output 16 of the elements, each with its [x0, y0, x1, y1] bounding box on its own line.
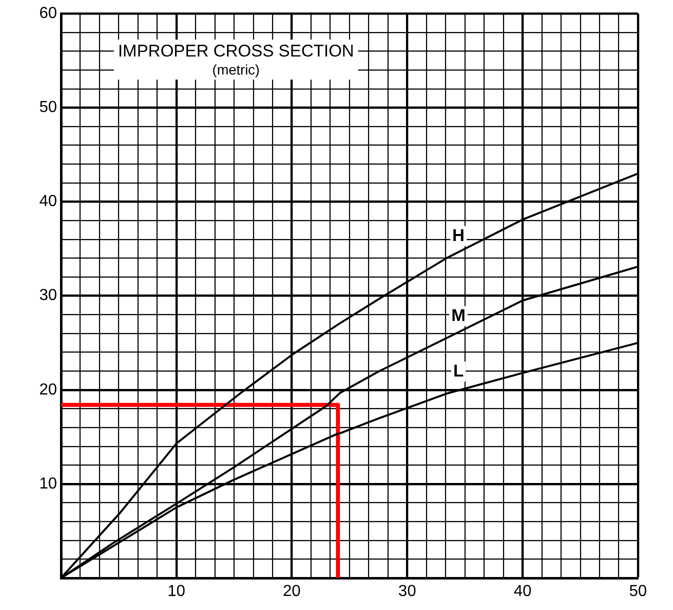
- text: IMPROPER CROSS SECTION: [118, 41, 354, 60]
- x-tick-label: 10: [168, 583, 186, 600]
- x-tick-label: 50: [629, 583, 647, 600]
- text: (metric): [212, 61, 260, 78]
- y-tick-label: 40: [39, 193, 58, 210]
- x-tick-label: 30: [398, 583, 416, 600]
- y-tick-label: 30: [39, 287, 58, 304]
- y-tick-label: 50: [39, 99, 58, 116]
- x-tick-label: 20: [282, 583, 301, 600]
- x-tick-label: 40: [514, 583, 532, 600]
- y-tick-label: 60: [39, 5, 58, 22]
- series-label: H: [452, 226, 465, 245]
- series-label: M: [451, 306, 466, 325]
- y-tick-label: 20: [39, 381, 58, 398]
- series-label: L: [453, 361, 464, 380]
- y-tick-label: 10: [39, 475, 58, 492]
